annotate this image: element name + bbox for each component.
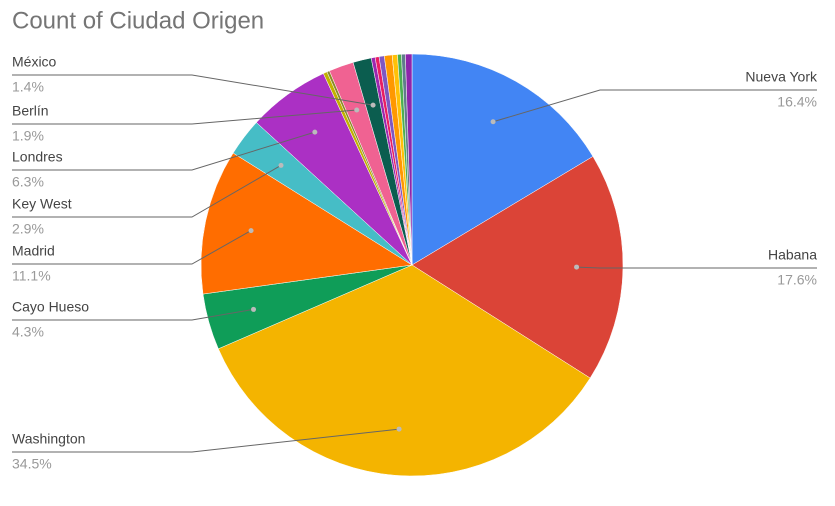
leader-line	[12, 164, 282, 218]
leader-dot	[278, 162, 284, 168]
slice-value-label: 4.3%	[12, 324, 44, 340]
slice-label: Berlín	[12, 103, 49, 119]
leader-line	[12, 131, 315, 171]
leader-dot	[396, 426, 402, 432]
slice-label: Key West	[12, 196, 72, 212]
leader-dot	[490, 119, 496, 125]
slice-label: Washington	[12, 431, 85, 447]
slice-label: Londres	[12, 149, 63, 165]
pie-slice	[411, 53, 594, 266]
leader-dot	[370, 102, 376, 108]
pie-slice	[405, 53, 413, 266]
slice-value-label: 16.4%	[777, 94, 817, 110]
slice-value-label: 17.6%	[777, 272, 817, 288]
slice-value-label: 1.9%	[12, 128, 44, 144]
leader-line	[12, 109, 357, 125]
slice-label: Madrid	[12, 243, 55, 259]
leader-line	[12, 308, 254, 321]
leader-dot	[574, 264, 580, 270]
leader-dot	[354, 107, 360, 113]
pie-slice	[218, 264, 591, 477]
pie-slice	[200, 152, 413, 295]
slice-label: Cayo Hueso	[12, 299, 89, 315]
leader-dot	[251, 306, 257, 312]
leader-dot	[312, 129, 318, 135]
slice-value-label: 6.3%	[12, 174, 44, 190]
slice-label: Nueva York	[745, 69, 818, 85]
leader-line	[576, 266, 817, 269]
slice-value-label: 2.9%	[12, 221, 44, 237]
leader-line	[492, 89, 817, 123]
slice-value-label: 11.1%	[12, 268, 51, 284]
slice-value-label: 1.4%	[12, 79, 44, 95]
leader-line	[12, 428, 400, 453]
slice-label: México	[12, 54, 57, 70]
slice-label: Habana	[768, 247, 817, 263]
chart-title: Count of Ciudad Origen	[12, 7, 264, 34]
leader-dot	[248, 228, 254, 234]
leader-line	[12, 74, 374, 106]
leader-line	[12, 230, 252, 265]
slice-value-label: 34.5%	[12, 456, 52, 472]
